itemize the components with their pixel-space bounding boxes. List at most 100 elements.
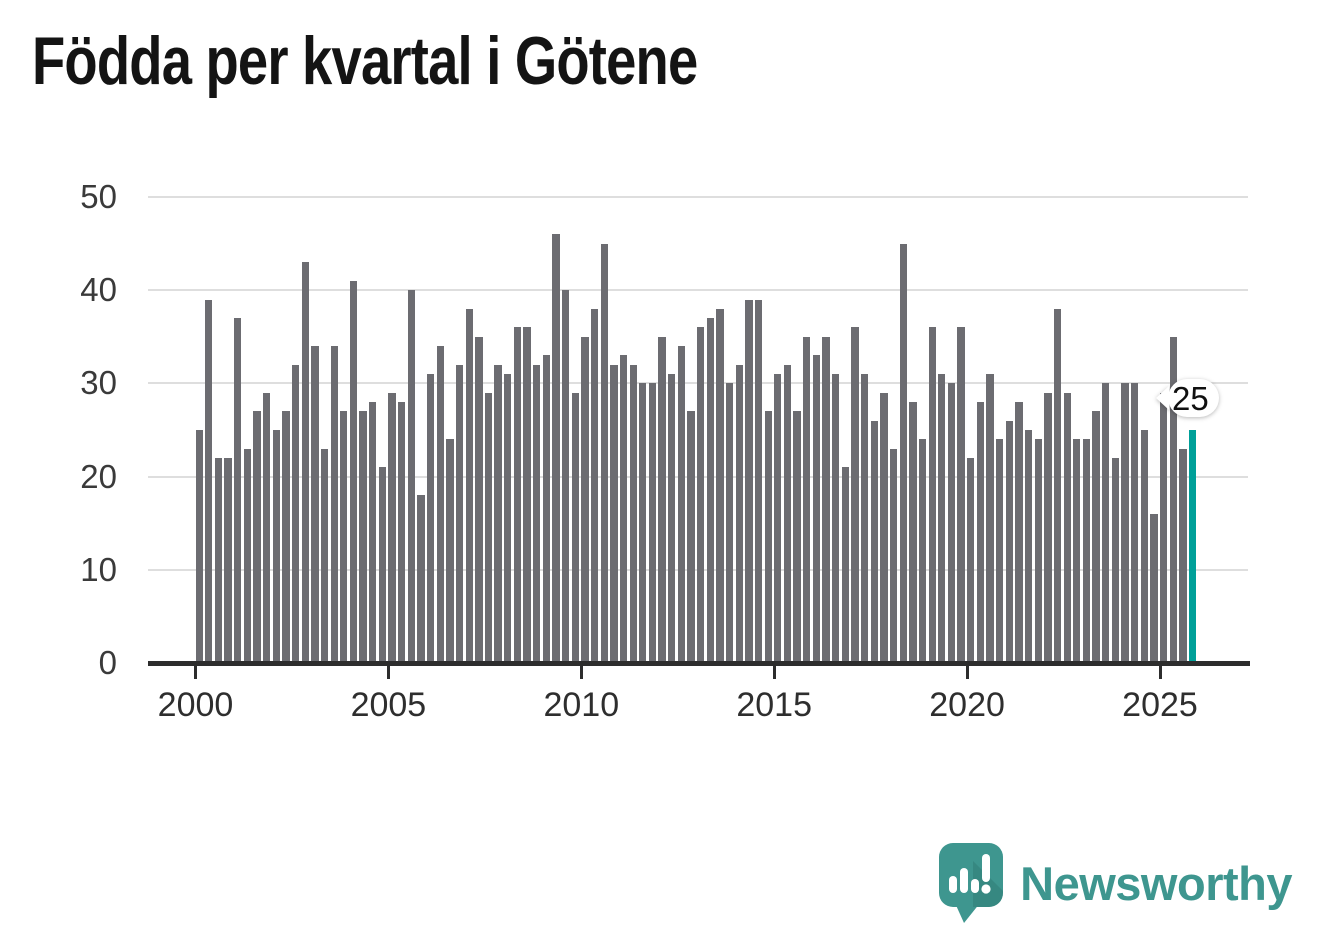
bar-2019-q3 [947,383,956,663]
bar-2011-q3 [639,383,647,663]
bar-2017-q4 [880,392,888,663]
bar-2018-q2 [899,243,907,663]
bar-2025-q2 [1169,336,1177,663]
bar-2002-q1 [272,430,280,663]
x-axis-tick-2015 [772,666,776,679]
bar-2003-q3 [330,346,338,663]
bar-2015-q1 [774,374,782,663]
bar-2022-q2 [1053,308,1062,663]
bar-2024-q1 [1121,383,1129,663]
bar-2011-q2 [629,364,637,663]
bar-2018-q1 [889,448,898,663]
x-axis-tick-2005 [386,666,390,679]
bar-2005-q2 [398,402,406,663]
bar-2018-q4 [918,439,927,663]
bar-2025-q1 [1160,392,1168,663]
bar-2003-q1 [311,346,319,663]
bar-2020-q1 [967,457,975,663]
bar-2001-q3 [253,411,261,663]
bar-2022-q4 [1073,439,1081,663]
bar-2018-q3 [909,402,917,663]
x-axis-tick-2000 [194,666,197,679]
bar-2007-q4 [494,364,502,663]
bar-2002-q4 [301,262,309,663]
bar-2014-q2 [745,299,753,663]
bar-2009-q1 [542,355,551,663]
x-axis-tick-2010 [579,666,583,679]
bar-2022-q1 [1044,392,1052,663]
newsworthy-wordmark: Newsworthy [1020,857,1292,910]
bar-2003-q2 [320,448,329,663]
bar-2021-q1 [1005,420,1013,663]
x-axis-label-2015: 2015 [736,686,812,724]
bar-2010-q1 [581,336,589,663]
newsworthy-logo: Newsworthy [938,841,1292,926]
bar-2007-q1 [465,308,473,663]
bar-2021-q2 [1015,402,1023,663]
y-axis-label-20: 20 [80,457,117,495]
bar-2015-q3 [793,411,801,663]
bar-2013-q3 [716,308,724,663]
y-axis-label-30: 30 [80,364,117,402]
bar-2008-q3 [523,327,531,663]
bar-2016-q4 [841,467,849,663]
bar-2023-q2 [1092,411,1100,663]
x-axis-label-2005: 2005 [350,686,427,724]
y-axis-label-50: 50 [80,178,117,215]
bar-2001-q2 [243,448,252,663]
bar-2017-q2 [861,374,869,663]
bar-2016-q1 [812,355,821,663]
bar-2025-q3 [1179,448,1187,663]
bar-2014-q4 [764,411,772,663]
bar-2020-q4 [996,439,1004,663]
bar-2005-q4 [417,495,425,663]
x-axis-line [148,661,1250,666]
bar-2013-q2 [706,318,714,663]
bar-2006-q4 [455,364,464,663]
bar-2005-q3 [407,290,415,663]
x-axis-tick-2025 [1158,666,1162,679]
bar-2019-q4 [957,327,965,663]
bar-2025-q4-highlighted [1188,430,1197,663]
bar-2000-q3 [214,457,223,663]
bar-2004-q4 [378,467,387,663]
bar-2015-q4 [803,336,811,663]
bar-2011-q4 [648,383,657,663]
bar-2005-q1 [388,392,396,663]
bar-2000-q2 [205,299,213,663]
bar-2017-q1 [851,327,859,663]
bar-2022-q3 [1063,392,1071,663]
newsworthy-speech-bubble-chart-icon [939,843,1004,923]
bar-2006-q1 [426,374,435,663]
x-axis-label-2000: 2000 [157,686,234,724]
bar-2019-q1 [928,327,936,663]
x-axis-label-2010: 2010 [543,686,620,724]
annotation-arrow-left-icon [1156,386,1169,410]
bar-2016-q3 [832,374,840,663]
bar-2012-q2 [668,374,676,663]
bar-2024-q4 [1150,513,1158,663]
bar-2021-q4 [1034,439,1042,663]
bar-2009-q2 [552,234,560,663]
gridline-40 [148,289,1248,292]
bar-2014-q3 [754,299,763,663]
bar-2010-q4 [610,364,618,663]
plot-area [148,190,1250,663]
bar-2001-q1 [234,318,242,663]
bar-2007-q3 [484,392,493,663]
bar-2003-q4 [340,411,348,663]
bar-2020-q2 [976,402,985,663]
latest-value-annotation: 25 [1156,379,1219,417]
bar-2009-q3 [562,290,570,663]
gridline-50 [148,196,1248,198]
chart-title: Födda per kvartal i Götene [32,23,698,99]
bar-2008-q1 [504,374,512,663]
bar-2019-q2 [938,374,946,663]
bar-2021-q3 [1024,430,1033,663]
bar-2014-q1 [735,364,743,663]
bar-2010-q3 [600,243,608,663]
bar-2016-q2 [822,336,830,663]
bar-2006-q3 [446,439,454,663]
bar-2017-q3 [870,420,878,663]
